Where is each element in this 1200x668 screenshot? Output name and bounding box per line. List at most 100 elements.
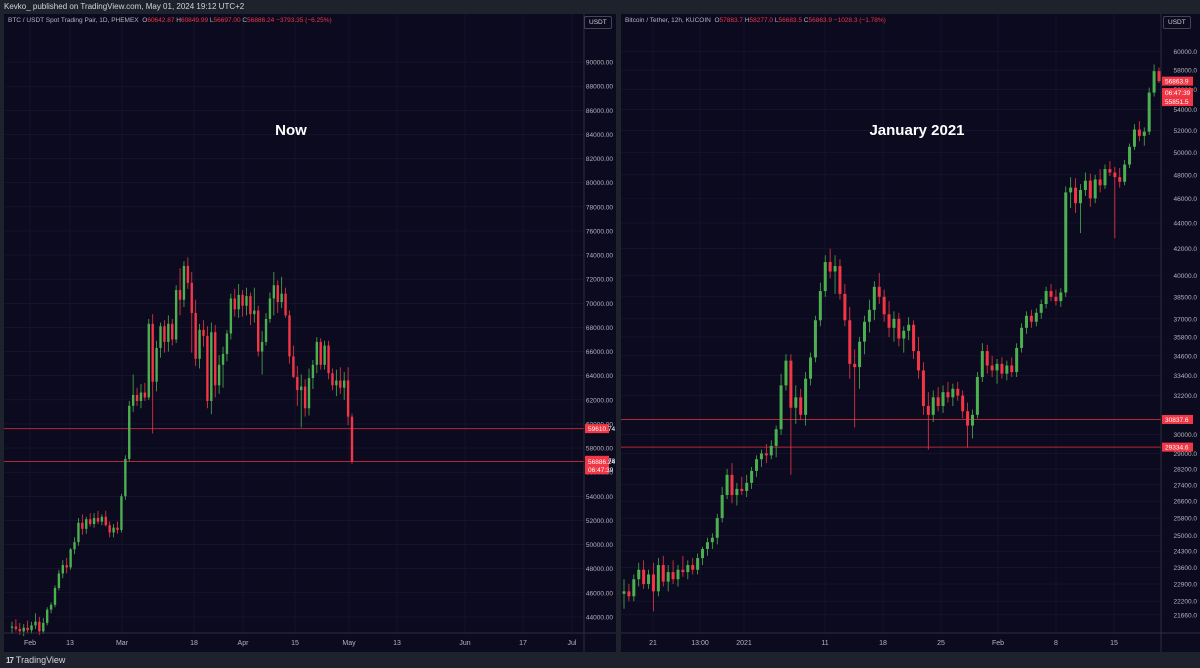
y-tick-label: 38500.0 [1174,294,1198,301]
candle-body [331,373,334,386]
candlestick-chart-january-2021[interactable]: 60000.058000.056000.054000.052000.050000… [621,14,1200,652]
candle-body [1064,192,1068,293]
candle-body [174,290,178,340]
candle-body [774,429,778,446]
candle-body [210,332,213,402]
candle-body [848,320,852,364]
candle-body [1147,92,1151,132]
candle-body [725,474,729,496]
x-tick-label: 15 [291,640,299,647]
candle-body [1152,71,1156,93]
y-tick-label: 48000.0 [1174,172,1198,179]
y-tick-label: 26600.0 [1174,499,1198,506]
ohlc-close: 56863.9 [808,17,832,24]
y-tick-label: 22900.0 [1174,582,1198,589]
price-tag-label: 56886.24 [588,459,615,466]
candle-body [268,298,272,319]
candle-body [892,318,896,328]
candle-body [656,565,660,592]
candle-body [112,527,115,533]
candle-body [100,516,104,522]
tv-logo-mark: 17 [6,656,14,665]
candle-body [139,392,143,402]
candle-body [995,363,999,371]
chart-panel-now[interactable]: 90000.00 88000.00 86000.00 84000.00 82000.00… [4,14,616,652]
x-tick-label: Mar [116,640,129,647]
candle-body [1024,315,1028,328]
candle-body [1108,169,1112,173]
candle-body [30,625,33,631]
y-tick-label: 25000.0 [1174,533,1198,540]
candle-body [887,314,891,328]
candle-body [346,380,350,417]
candle-body [206,335,209,402]
y-tick-label: 34600.0 [1174,353,1198,360]
x-tick-label: 25 [937,640,945,647]
x-tick-label: 13:00 [691,640,709,647]
candle-body [335,380,338,386]
candle-body [135,394,139,402]
y-tick-label: 28200.0 [1174,466,1198,473]
price-tag-label: 55851.5 [1165,99,1189,106]
candle-body [867,309,871,322]
candle-body [14,626,18,629]
y-tick-label: 42000.0 [1174,246,1198,253]
candle-body [253,310,256,315]
candle-body [1113,172,1117,178]
x-tick-label: 13 [393,640,401,647]
y-tick-label: 29000.0 [1174,451,1198,458]
y-tick-label: 80000.00 [586,180,613,187]
y-tick-label: 48000.00 [586,566,613,573]
candle-body [946,392,950,398]
candle-body [163,326,166,342]
candle-body [77,522,80,543]
candle-body [288,315,291,357]
price-axis-bg [1161,14,1200,633]
y-tick-label: 62000.00 [586,397,613,404]
y-tick-label: 70000.00 [586,301,613,308]
candle-body [794,397,798,408]
candle-body [877,286,881,297]
candle-body [961,395,965,412]
candle-body [249,296,252,315]
currency-button[interactable]: USDT [1163,16,1191,29]
candle-body [61,565,65,574]
candle-body [69,549,72,568]
candle-body [120,496,123,531]
candle-body [985,351,989,366]
candle-body [194,312,197,359]
candle-body [858,341,862,368]
candle-body [237,294,240,310]
y-tick-label: 72000.00 [586,277,613,284]
candle-body [311,364,315,379]
candle-body [147,323,150,398]
candle-body [327,345,330,374]
candle-body [926,405,930,415]
candlestick-chart-now[interactable]: 90000.00 88000.00 86000.00 84000.00 82000.00… [4,14,616,652]
y-tick-label: 30000.0 [1174,432,1198,439]
candle-body [104,516,107,526]
candle-body [292,356,295,377]
tradingview-logo[interactable]: 17 TradingView [6,655,65,665]
y-tick-label: 84000.00 [586,132,613,139]
currency-button[interactable]: USDT [584,16,612,29]
x-tick-label: Apr [238,640,250,647]
candle-body [1074,187,1078,204]
candle-body [178,290,182,300]
candle-body [1034,312,1038,322]
y-tick-label: 60000.0 [1174,49,1198,56]
x-tick-label: Jul [568,640,577,647]
candle-body [323,345,326,365]
y-tick-label: 37000.0 [1174,316,1198,323]
y-tick-label: 22200.0 [1174,599,1198,606]
attribution-bar: Kevko_ published on TradingView.com, May… [0,0,1200,14]
candle-body [637,569,641,580]
chart-panel-january-2021[interactable]: 60000.058000.056000.054000.052000.050000… [621,14,1200,652]
x-tick-label: 8 [1054,640,1058,647]
candle-body [740,488,744,491]
candle-body [151,323,154,382]
x-tick-label: Jun [459,640,470,647]
candle-body [912,324,916,352]
price-tag-bg [1162,442,1193,452]
candle-body [1054,296,1058,302]
